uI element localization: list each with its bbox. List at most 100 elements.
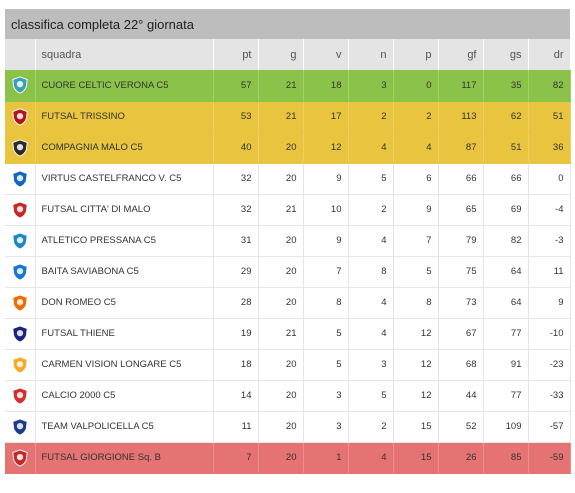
- team-name[interactable]: FUTSAL GIORGIONE Sq. B: [35, 442, 214, 474]
- stat-dr: -57: [528, 411, 571, 443]
- stat-pt: 18: [213, 349, 259, 381]
- stat-n: 5: [348, 163, 394, 195]
- team-name[interactable]: VIRTUS CASTELFRANCO V. C5: [35, 163, 214, 195]
- header-gs[interactable]: gs: [483, 39, 529, 70]
- team-name[interactable]: FUTSAL CITTA' DI MALO: [35, 194, 214, 226]
- team-name[interactable]: COMPAGNIA MALO C5: [35, 132, 214, 164]
- header-n[interactable]: n: [348, 39, 394, 70]
- stat-dr: 36: [528, 132, 571, 164]
- team-logo-cell: [5, 163, 36, 195]
- stat-g: 20: [258, 349, 304, 381]
- table-row[interactable]: FUTSAL GIORGIONE Sq. B 7 20 1 4 15 26 85 -59: [5, 442, 571, 474]
- table-row[interactable]: CUORE CELTIC VERONA C5 57 21 18 3 0 117 35 82: [5, 70, 571, 102]
- stat-dr: 11: [528, 256, 571, 288]
- calcio-2000-logo-icon: [12, 386, 28, 405]
- team-logo-cell: [5, 225, 36, 257]
- header-dr[interactable]: dr: [528, 39, 571, 70]
- carmen-vision-longare-logo-icon: [12, 355, 28, 374]
- team-logo-cell: [5, 318, 36, 350]
- stat-gf: 79: [438, 225, 484, 257]
- stat-p: 7: [393, 225, 439, 257]
- standings-widget: classifica completa 22° giornata squadra…: [5, 9, 571, 474]
- team-name[interactable]: BAITA SAVIABONA C5: [35, 256, 214, 288]
- team-logo-cell: [5, 101, 36, 133]
- stat-pt: 31: [213, 225, 259, 257]
- table-row[interactable]: FUTSAL THIENE 19 21 5 4 12 67 77 -10: [5, 318, 571, 350]
- team-name[interactable]: DON ROMEO C5: [35, 287, 214, 319]
- stat-p: 6: [393, 163, 439, 195]
- table-header-row: squadra pt g v n p gf gs dr: [5, 39, 571, 70]
- futsal-giorgione-logo-icon: [12, 448, 28, 467]
- header-team[interactable]: squadra: [35, 39, 214, 70]
- stat-n: 5: [348, 380, 394, 412]
- standings-table: squadra pt g v n p gf gs dr CUORE CELTIC…: [5, 39, 571, 474]
- stat-n: 4: [348, 318, 394, 350]
- table-row[interactable]: VIRTUS CASTELFRANCO V. C5 32 20 9 5 6 66 66 0: [5, 163, 571, 195]
- team-name[interactable]: CARMEN VISION LONGARE C5: [35, 349, 214, 381]
- stat-g: 21: [258, 70, 304, 102]
- stat-v: 9: [303, 163, 349, 195]
- don-romeo-logo-icon: [12, 293, 28, 312]
- stat-gs: 69: [483, 194, 529, 226]
- team-name[interactable]: CALCIO 2000 C5: [35, 380, 214, 412]
- stat-v: 9: [303, 225, 349, 257]
- header-gf[interactable]: gf: [438, 39, 484, 70]
- stat-gs: 62: [483, 101, 529, 133]
- stat-gs: 35: [483, 70, 529, 102]
- header-p[interactable]: p: [393, 39, 439, 70]
- stat-v: 5: [303, 318, 349, 350]
- table-row[interactable]: COMPAGNIA MALO C5 40 20 12 4 4 87 51 36: [5, 132, 571, 164]
- stat-n: 8: [348, 256, 394, 288]
- stat-pt: 53: [213, 101, 259, 133]
- table-row[interactable]: CALCIO 2000 C5 14 20 3 5 12 44 77 -33: [5, 380, 571, 412]
- compagnia-malo-logo-icon: [12, 138, 28, 157]
- stat-dr: 82: [528, 70, 571, 102]
- table-row[interactable]: FUTSAL TRISSINO 53 21 17 2 2 113 62 51: [5, 101, 571, 133]
- stat-g: 20: [258, 380, 304, 412]
- team-name[interactable]: FUTSAL TRISSINO: [35, 101, 214, 133]
- stat-gs: 66: [483, 163, 529, 195]
- stat-dr: -59: [528, 442, 571, 474]
- stat-gs: 51: [483, 132, 529, 164]
- stat-p: 2: [393, 101, 439, 133]
- header-pt[interactable]: pt: [213, 39, 259, 70]
- stat-dr: -3: [528, 225, 571, 257]
- stat-n: 4: [348, 442, 394, 474]
- table-row[interactable]: FUTSAL CITTA' DI MALO 32 21 10 2 9 65 69 -4: [5, 194, 571, 226]
- stat-dr: -33: [528, 380, 571, 412]
- stat-gf: 113: [438, 101, 484, 133]
- stat-gf: 52: [438, 411, 484, 443]
- table-row[interactable]: BAITA SAVIABONA C5 29 20 7 8 5 75 64 11: [5, 256, 571, 288]
- futsal-citta-di-malo-logo-icon: [12, 200, 28, 219]
- stat-g: 21: [258, 194, 304, 226]
- team-name[interactable]: FUTSAL THIENE: [35, 318, 214, 350]
- stat-v: 10: [303, 194, 349, 226]
- stat-pt: 32: [213, 194, 259, 226]
- header-v[interactable]: v: [303, 39, 349, 70]
- table-row[interactable]: TEAM VALPOLICELLA C5 11 20 3 2 15 52 109 -57: [5, 411, 571, 443]
- stat-gs: 64: [483, 287, 529, 319]
- stat-n: 3: [348, 70, 394, 102]
- stat-dr: 51: [528, 101, 571, 133]
- baita-saviabona-logo-icon: [12, 262, 28, 281]
- stat-g: 21: [258, 101, 304, 133]
- stat-p: 8: [393, 287, 439, 319]
- team-name[interactable]: CUORE CELTIC VERONA C5: [35, 70, 214, 102]
- table-row[interactable]: CARMEN VISION LONGARE C5 18 20 5 3 12 68 91 -23: [5, 349, 571, 381]
- stat-pt: 11: [213, 411, 259, 443]
- team-name[interactable]: TEAM VALPOLICELLA C5: [35, 411, 214, 443]
- stat-g: 21: [258, 318, 304, 350]
- stat-gf: 44: [438, 380, 484, 412]
- futsal-thiene-logo-icon: [12, 324, 28, 343]
- header-g[interactable]: g: [258, 39, 304, 70]
- stat-dr: -4: [528, 194, 571, 226]
- team-logo-cell: [5, 132, 36, 164]
- stat-n: 3: [348, 349, 394, 381]
- stat-gs: 109: [483, 411, 529, 443]
- team-name[interactable]: ATLETICO PRESSANA C5: [35, 225, 214, 257]
- standings-title: classifica completa 22° giornata: [5, 9, 570, 39]
- stat-g: 20: [258, 132, 304, 164]
- stat-g: 20: [258, 442, 304, 474]
- table-row[interactable]: ATLETICO PRESSANA C5 31 20 9 4 7 79 82 -3: [5, 225, 571, 257]
- table-row[interactable]: DON ROMEO C5 28 20 8 4 8 73 64 9: [5, 287, 571, 319]
